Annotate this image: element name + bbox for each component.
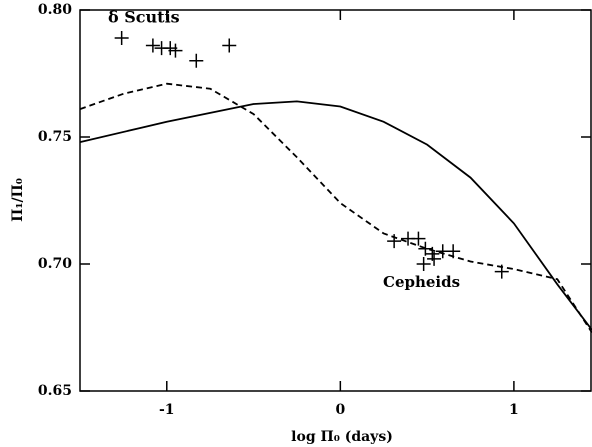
- y-tick-label: 0.70: [38, 256, 72, 272]
- annotation: δ Scutis: [108, 8, 180, 27]
- y-tick-label: 0.65: [38, 383, 72, 399]
- cross-marker: [189, 53, 204, 68]
- data-point: [427, 251, 442, 266]
- plot-frame: [79, 9, 592, 392]
- data-point: [189, 53, 204, 68]
- cross-marker: [145, 38, 160, 53]
- data-point: [145, 38, 160, 53]
- cross-marker: [416, 257, 431, 271]
- cross-marker: [411, 231, 426, 246]
- model-curve: [79, 100, 592, 331]
- x-tick-label: 1: [509, 402, 519, 418]
- data-point: [416, 257, 431, 271]
- data-point: [411, 231, 426, 246]
- y-tick-label: 0.75: [38, 129, 72, 145]
- data-point: [168, 43, 183, 58]
- cross-marker: [114, 30, 129, 45]
- cross-marker: [222, 38, 237, 53]
- data-point: [114, 30, 129, 45]
- cross-marker: [427, 251, 442, 266]
- data-point: [222, 38, 237, 53]
- model-curve: [79, 82, 592, 334]
- y-tick-label: 0.80: [38, 2, 72, 18]
- annotation: Cepheids: [383, 273, 460, 291]
- y-axis-label: Π₁/Π₀: [10, 178, 26, 222]
- x-tick-label: -1: [159, 402, 175, 418]
- cross-marker: [168, 43, 183, 58]
- x-axis-label: log Π₀ (days): [291, 429, 393, 445]
- x-tick-label: 0: [335, 402, 345, 418]
